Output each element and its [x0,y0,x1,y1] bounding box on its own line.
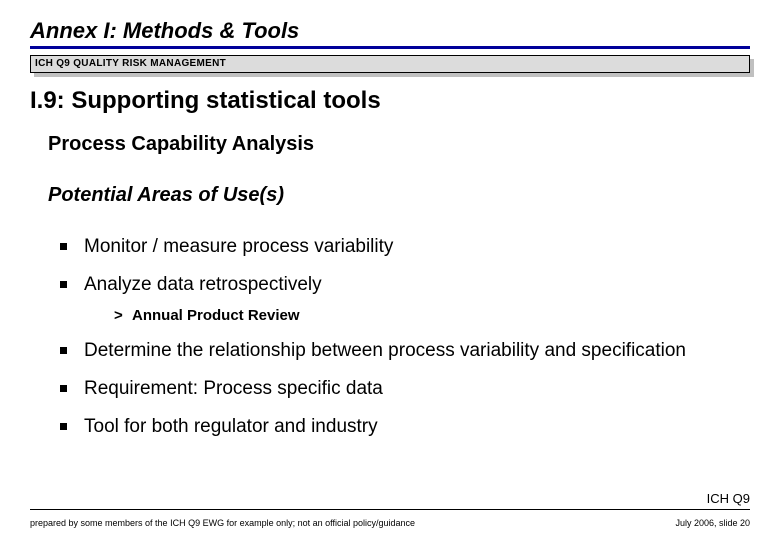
list-item: Determine the relationship between proce… [60,339,750,363]
areas-heading: Potential Areas of Use(s) [48,184,750,207]
list-item: Analyze data retrospectively Annual Prod… [60,273,750,326]
annex-title: Annex I: Methods & Tools [30,18,750,49]
sub-list-item: Annual Product Review [114,307,750,326]
footer-right: July 2006, slide 20 [675,518,750,528]
topic-heading: Process Capability Analysis [48,133,750,156]
slide: Annex I: Methods & Tools ICH Q9 QUALITY … [0,0,780,540]
list-item: Tool for both regulator and industry [60,415,750,439]
footer-left: prepared by some members of the ICH Q9 E… [30,518,415,528]
section-title: I.9: Supporting statistical tools [30,87,750,115]
footer-divider [30,509,750,510]
banner-container: ICH Q9 QUALITY RISK MANAGEMENT [30,55,750,77]
footer-brand: ICH Q9 [707,491,750,506]
list-item: Requirement: Process specific data [60,377,750,401]
bullet-list: Monitor / measure process variability An… [60,235,750,439]
footer-lower: prepared by some members of the ICH Q9 E… [30,518,750,528]
banner: ICH Q9 QUALITY RISK MANAGEMENT [30,55,750,73]
sub-list: Annual Product Review [114,307,750,326]
list-item-text: Analyze data retrospectively [84,274,322,295]
list-item: Monitor / measure process variability [60,235,750,259]
